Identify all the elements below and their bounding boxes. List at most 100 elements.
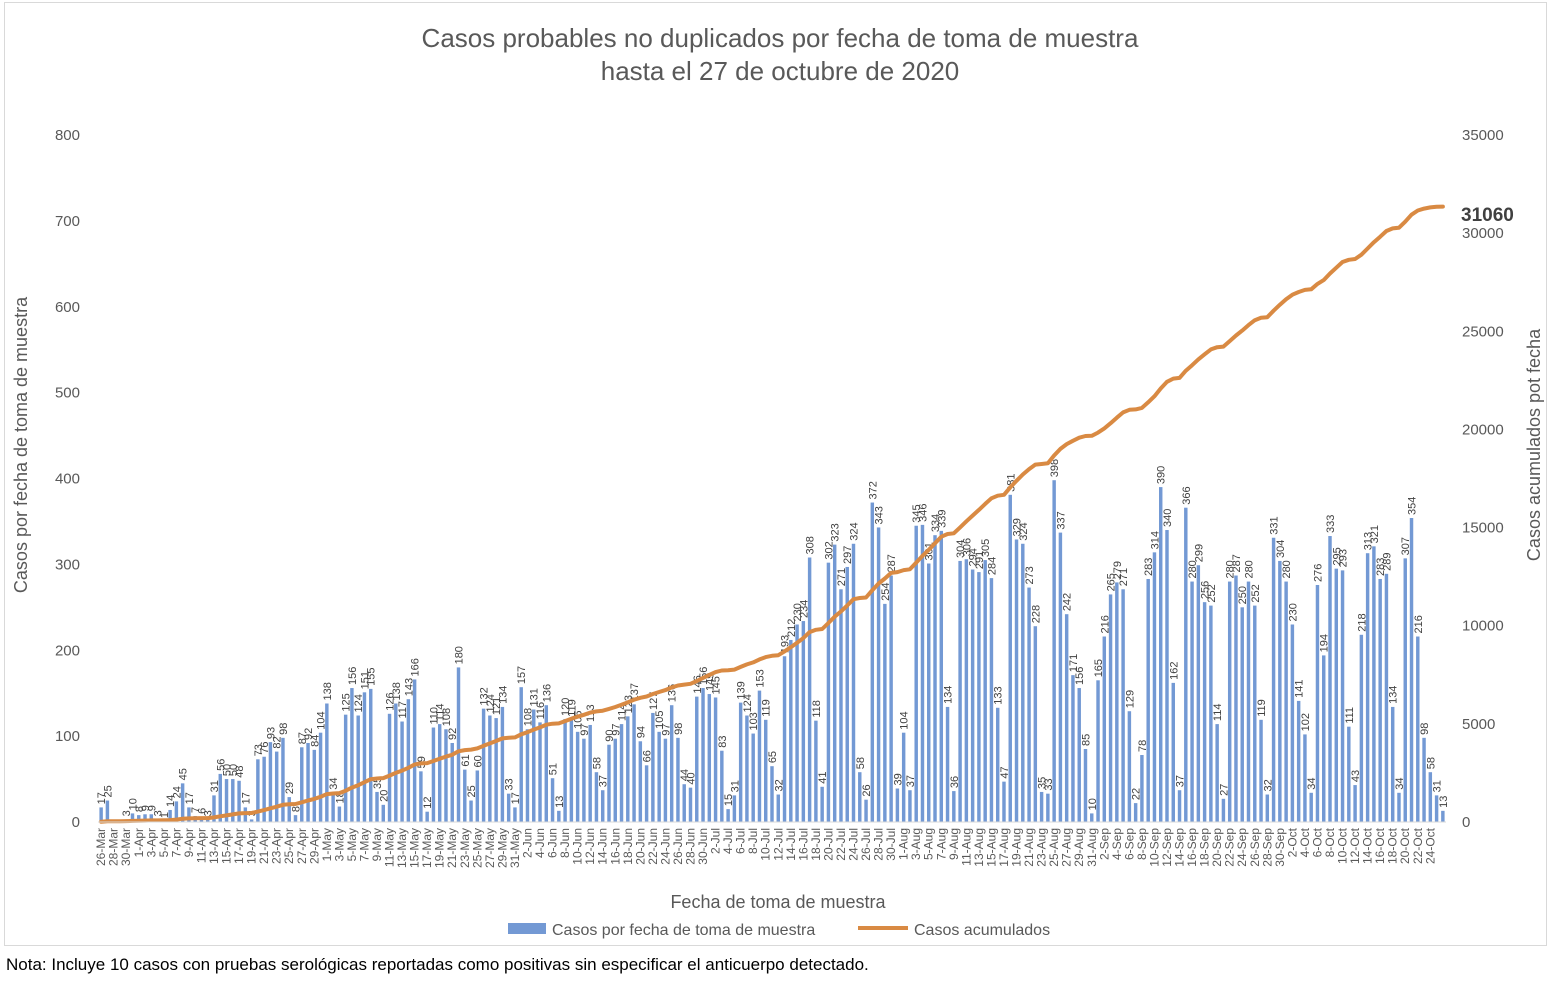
- x-tick-label: 2-Sep: [1097, 828, 1111, 860]
- bar-value-label: 37: [905, 775, 917, 787]
- bar-value-label: 324: [1018, 522, 1030, 540]
- bar: [419, 771, 423, 822]
- bar-value-label: 398: [1049, 459, 1061, 477]
- bar: [682, 784, 686, 822]
- bar: [864, 799, 868, 822]
- bar-data-labels: 1725310899311424451776331565050481737376…: [96, 459, 1450, 818]
- bar: [224, 779, 229, 822]
- bar: [218, 773, 222, 822]
- bar-value-label: 194: [1319, 634, 1331, 652]
- bar: [1359, 634, 1364, 822]
- bar-value-label: 8: [290, 806, 302, 812]
- bar: [1008, 494, 1012, 822]
- x-tick-label: 21-Aug: [1022, 828, 1036, 867]
- y-right-tick-label: 30000: [1462, 225, 1504, 242]
- bar-value-label: 17: [184, 792, 196, 804]
- bar-value-label: 58: [855, 757, 867, 769]
- bar-series: [99, 480, 1445, 822]
- bar: [1202, 602, 1207, 822]
- bar-value-label: 306: [961, 538, 973, 556]
- bar-value-label: 254: [880, 583, 892, 601]
- x-tick-label: 16-Oct: [1373, 827, 1387, 864]
- bar-value-label: 66: [642, 750, 654, 762]
- y-right-tick-label: 0: [1462, 814, 1470, 831]
- bar: [876, 527, 881, 822]
- bar: [237, 780, 241, 822]
- x-tick-label: 16-Jun: [608, 828, 622, 865]
- x-tick-label: 18-Sep: [1198, 828, 1212, 867]
- bar-value-label: 157: [516, 666, 528, 684]
- x-tick-label: 31-Aug: [1085, 828, 1099, 867]
- bar-value-label: 50: [228, 764, 240, 776]
- bar: [651, 712, 655, 822]
- x-tick-label: 24-Oct: [1423, 827, 1437, 864]
- x-tick-label: 8-Oct: [1323, 827, 1337, 857]
- bar: [1140, 755, 1144, 822]
- x-tick-label: 14-Jun: [596, 828, 610, 865]
- x-tick-label: 20-Sep: [1210, 828, 1224, 867]
- bar-value-label: 76: [259, 741, 271, 753]
- bar-value-label: 138: [322, 682, 334, 700]
- bar-value-label: 47: [999, 766, 1011, 778]
- bar-value-label: 280: [1281, 560, 1293, 578]
- y-right-tick-label: 25000: [1462, 323, 1504, 340]
- bar-value-label: 145: [711, 676, 723, 694]
- bar-value-label: 294: [968, 548, 980, 566]
- bar-value-label: 119: [761, 699, 773, 717]
- y-axis-right-ticks: 0 5000 10000 15000 20000 25000 30000 35000: [1462, 127, 1504, 831]
- bar-value-label: 12: [422, 796, 434, 808]
- y-right-tick-label: 10000: [1462, 618, 1504, 635]
- bar: [939, 530, 944, 822]
- bar-value-label: 90: [604, 729, 616, 741]
- bar-value-label: 36: [949, 776, 961, 788]
- bar: [1014, 539, 1019, 822]
- x-tick-label: 11-Aug: [959, 828, 973, 866]
- bar: [619, 724, 624, 822]
- bar: [1083, 749, 1088, 822]
- bar: [889, 575, 893, 822]
- bar-value-label: 8: [134, 806, 146, 812]
- x-tick-label: 7-Aug: [934, 828, 948, 860]
- bar: [475, 770, 480, 822]
- x-tick-label: 16-Sep: [1185, 828, 1199, 867]
- bar: [425, 811, 429, 822]
- bar-value-label: 279: [1112, 561, 1124, 579]
- bar-value-label: 133: [993, 686, 1005, 704]
- x-tick-label: 10-Sep: [1147, 828, 1161, 867]
- x-tick-label: 30-Jul: [884, 828, 898, 861]
- bar: [1077, 688, 1081, 822]
- bar-value-label: 280: [1225, 560, 1237, 578]
- x-tick-label: 26-Jun: [671, 828, 685, 865]
- bar-value-label: 41: [817, 772, 829, 784]
- bar: [1058, 532, 1063, 822]
- bar-value-label: 313: [1363, 532, 1375, 550]
- bar-value-label: 280: [1244, 560, 1256, 578]
- bar: [187, 807, 191, 822]
- bar: [444, 729, 448, 822]
- bar-value-label: 305: [980, 539, 992, 557]
- x-tick-label: 14-Oct: [1361, 827, 1375, 864]
- x-tick-label: 3-Aug: [909, 828, 923, 860]
- y-left-tick-label: 0: [72, 814, 80, 831]
- bar-value-label: 293: [1338, 549, 1350, 567]
- bar: [1315, 584, 1320, 822]
- bar-value-label: 372: [867, 481, 879, 499]
- bar: [1046, 793, 1050, 822]
- x-tick-label: 25-Apr: [282, 828, 296, 864]
- bar-value-label: 171: [1068, 654, 1080, 672]
- bar: [394, 703, 398, 822]
- bar: [325, 703, 329, 822]
- bar: [274, 751, 279, 822]
- bar: [450, 742, 454, 822]
- y-right-tick-label: 5000: [1462, 716, 1495, 733]
- bar: [632, 704, 636, 822]
- bar-value-label: 134: [1388, 686, 1400, 704]
- bar-value-label: 228: [1030, 605, 1042, 623]
- bar: [1152, 552, 1157, 822]
- bar-value-label: 333: [1325, 515, 1337, 533]
- x-tick-label: 29-May: [495, 828, 509, 868]
- y-left-tick-label: 600: [55, 299, 80, 316]
- x-tick-label: 2-Oct: [1285, 827, 1299, 857]
- bar-value-label: 34: [1394, 778, 1406, 790]
- bar-value-label: 65: [767, 751, 779, 763]
